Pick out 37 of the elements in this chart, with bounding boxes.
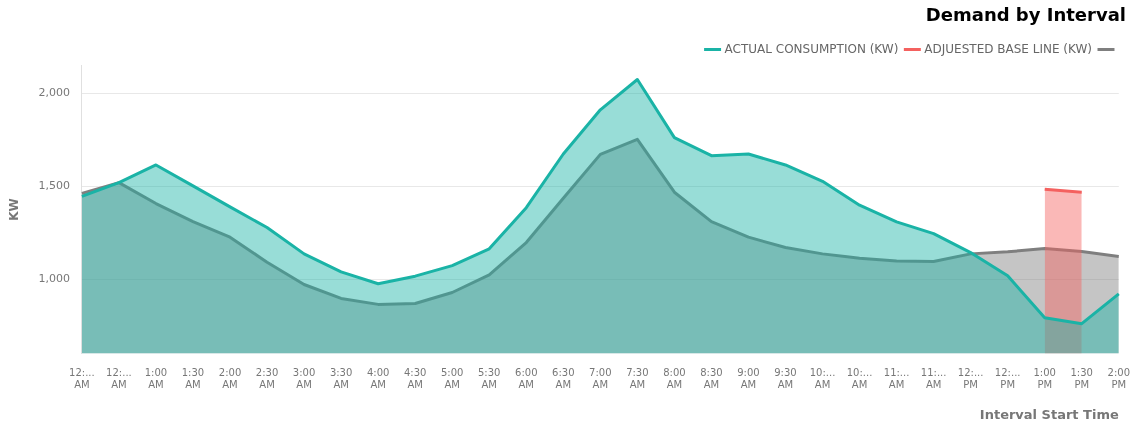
x-tick-label: 7:30 AM [626,366,649,390]
x-tick-label: 12:... PM [994,366,1021,390]
x-tick-label: 10:... AM [809,366,836,390]
y-tick-label: 2,000 [38,86,70,100]
x-tick-label: 3:30 AM [329,366,353,390]
x-tick-label: 1:00 AM [144,366,168,390]
x-tick-label: 4:00 AM [366,366,390,390]
x-tick-label: 1:30 AM [181,366,205,390]
x-tick-label: 12:... PM [957,366,984,390]
x-tick-label: 1:00 PM [1033,366,1056,390]
x-tick-label: 7:00 AM [589,366,612,390]
x-tick-label: 2:30 AM [255,366,279,390]
x-axis-title: Interval Start Time [979,406,1119,422]
x-tick-label: 5:00 AM [440,366,464,390]
x-tick-label: 2:00 AM [218,366,242,390]
x-tick-label: 5:30 AM [478,366,501,390]
x-tick-label: 8:30 AM [700,366,723,390]
x-tick-label: 12:... AM [106,366,132,390]
x-tick-label: 3:00 AM [292,366,316,390]
chart-title: Demand by Interval [925,4,1126,26]
y-axis-title: KW [7,198,22,221]
y-tick-label: 1,000 [38,271,70,285]
y-tick-label: 1,500 [38,179,70,193]
x-tick-label: 6:30 AM [552,366,575,390]
legend-label: ACTUAL CONSUMPTION (KW) [724,41,899,56]
x-tick-label: 9:30 AM [774,366,797,390]
x-tick-label: 10:... AM [846,366,873,390]
x-tick-label: 11:... AM [920,366,947,390]
x-tick-label: 6:00 AM [515,366,538,390]
x-tick-label: 1:30 PM [1070,366,1093,390]
x-tick-label: 2:00 PM [1107,366,1131,390]
x-tick-label: 11:... AM [883,366,910,390]
legend-label: ADJUESTED BASE LINE (KW) [924,41,1093,56]
x-tick-label: 12:... AM [69,366,95,390]
x-tick-label: 9:00 AM [737,366,760,390]
x-tick-label: 4:30 AM [403,366,427,390]
x-tick-label: 8:00 AM [663,366,686,390]
